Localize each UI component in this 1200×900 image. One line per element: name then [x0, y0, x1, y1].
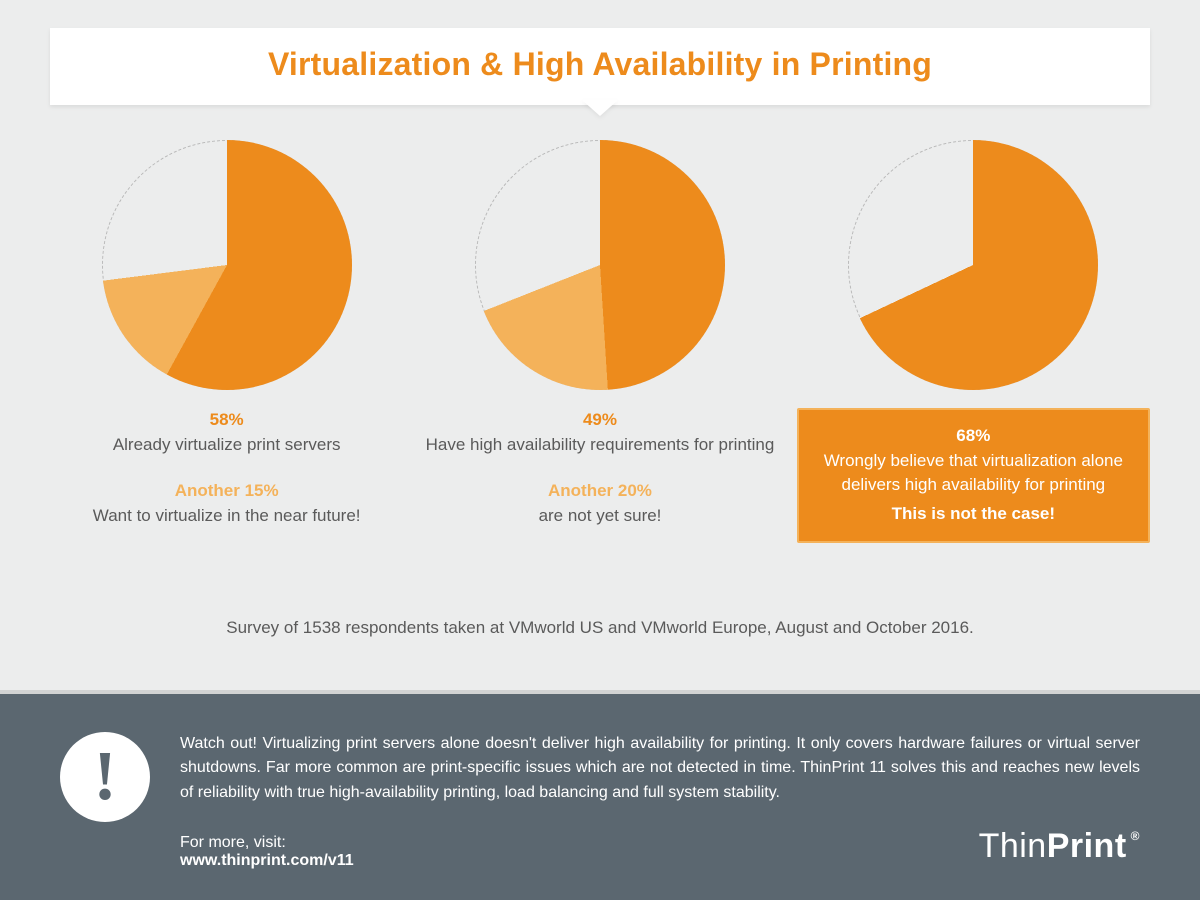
footer-more-label: For more, visit: [180, 834, 286, 851]
pie-slices [475, 140, 725, 390]
brand-thin: Thin [979, 827, 1047, 866]
chart-3-em: This is not the case! [817, 502, 1130, 527]
pie-slices [848, 140, 1098, 390]
pie-chart-2 [475, 140, 725, 390]
chart-2-sub-text: are not yet sure! [539, 506, 662, 525]
chart-2-pct: 49% [583, 410, 617, 429]
infographic-page: Virtualization & High Availability in Pr… [0, 0, 1200, 900]
chart-2-caption: 49% Have high availability requirements … [426, 408, 775, 457]
pie-chart-1 [102, 140, 352, 390]
title-card-pointer [582, 100, 618, 116]
chart-1-caption: 58% Already virtualize print servers [113, 408, 341, 457]
chart-3-callout: 68% Wrongly believe that virtualization … [797, 408, 1150, 543]
footer-bar: ! Watch out! Virtualizing print servers … [0, 690, 1200, 900]
chart-1-pct: 58% [210, 410, 244, 429]
chart-2-sub: Another 20% are not yet sure! [539, 479, 662, 528]
survey-note: Survey of 1538 respondents taken at VMwo… [0, 618, 1200, 638]
chart-1-sub: Another 15% Want to virtualize in the ne… [93, 479, 361, 528]
brand-logo: ThinPrint ® [979, 827, 1140, 866]
chart-2-text: Have high availability requirements for … [426, 435, 775, 454]
charts-row: 58% Already virtualize print servers Ano… [50, 140, 1150, 543]
page-title: Virtualization & High Availability in Pr… [50, 46, 1150, 83]
chart-1-sub-text: Want to virtualize in the near future! [93, 506, 361, 525]
footer-body: Watch out! Virtualizing print servers al… [180, 732, 1140, 806]
chart-2-sub-pct: Another 20% [548, 481, 652, 500]
pie-slices [102, 140, 352, 390]
footer-link[interactable]: www.thinprint.com/v11 [180, 852, 354, 869]
chart-col-2: 49% Have high availability requirements … [423, 140, 776, 543]
chart-col-1: 58% Already virtualize print servers Ano… [50, 140, 403, 543]
chart-3-text: Wrongly believe that virtualization alon… [824, 451, 1123, 495]
title-card: Virtualization & High Availability in Pr… [50, 28, 1150, 105]
brand-bold: Print [1047, 827, 1127, 866]
chart-1-text: Already virtualize print servers [113, 435, 341, 454]
pie-chart-3 [848, 140, 1098, 390]
chart-col-3: 68% Wrongly believe that virtualization … [797, 140, 1150, 543]
exclamation-icon: ! [60, 732, 150, 822]
brand-registered-icon: ® [1131, 829, 1140, 843]
chart-3-pct: 68% [956, 426, 990, 445]
chart-1-sub-pct: Another 15% [175, 481, 279, 500]
